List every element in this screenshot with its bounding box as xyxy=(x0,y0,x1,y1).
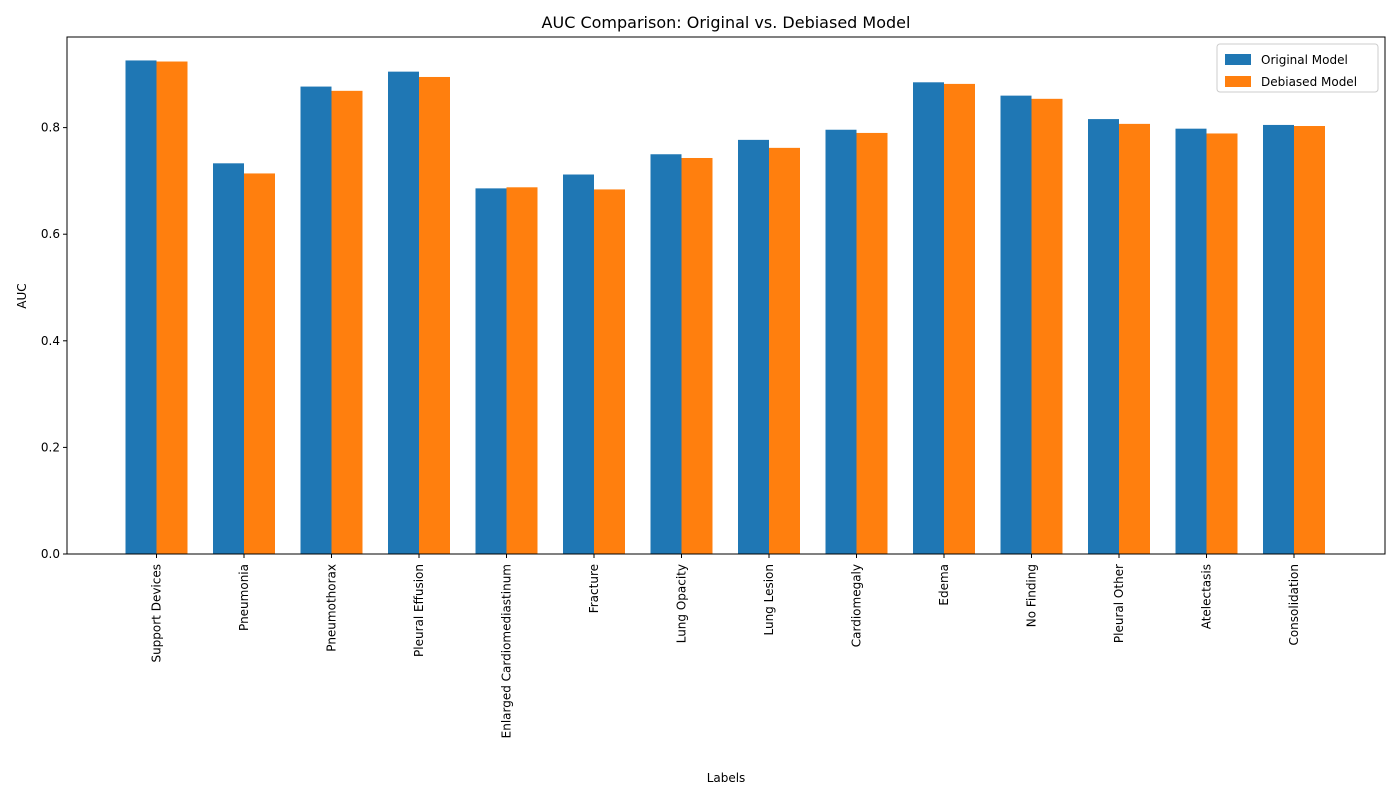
bar-debiased-1 xyxy=(244,173,275,554)
bar-debiased-0 xyxy=(156,61,188,555)
bar-debiased-13 xyxy=(1294,126,1325,554)
bar-debiased-4 xyxy=(506,187,538,554)
x-tick-label: Lung Lesion xyxy=(762,564,776,636)
x-tick-label: Cardiomegaly xyxy=(850,564,864,647)
bar-original-9 xyxy=(913,82,944,554)
bar-original-10 xyxy=(1000,95,1032,554)
legend-box xyxy=(1216,43,1379,93)
x-tick-label: Pneumothorax xyxy=(325,564,339,652)
y-tick-label: 0.0 xyxy=(41,547,60,561)
bar-debiased-12 xyxy=(1206,133,1238,554)
x-tick-label: Atelectasis xyxy=(1200,564,1214,629)
bar-debiased-11 xyxy=(1119,123,1150,554)
bar-original-11 xyxy=(1088,119,1119,554)
bar-original-8 xyxy=(825,129,857,554)
x-tick-label: Enlarged Cardiomediastinum xyxy=(500,564,514,738)
bar-original-0 xyxy=(125,60,157,555)
legend: Original Model Debiased Model xyxy=(1216,43,1379,93)
x-tick-label: Support Devices xyxy=(150,564,164,663)
bar-original-12 xyxy=(1175,128,1207,554)
x-axis-label: Labels xyxy=(707,771,746,785)
bar-debiased-3 xyxy=(419,76,450,554)
bar-original-13 xyxy=(1263,124,1294,554)
bar-original-3 xyxy=(388,71,419,554)
x-tick-label: Edema xyxy=(937,564,951,606)
bar-debiased-7 xyxy=(769,147,800,554)
x-tick-label: Pneumonia xyxy=(237,564,251,631)
x-axis: Support Devices Pneumonia Pneumothorax Pleu… xyxy=(150,554,1301,738)
bar-debiased-8 xyxy=(856,132,888,554)
y-axis: 0.0 0.2 0.4 0.6 0.8 xyxy=(41,121,67,561)
plot-frame xyxy=(66,36,1386,555)
y-tick-label: 0.6 xyxy=(41,227,60,241)
bar-debiased-5 xyxy=(594,189,625,554)
bar-original-1 xyxy=(213,163,244,555)
bar-debiased-2 xyxy=(331,90,363,554)
legend-swatch-original xyxy=(1225,54,1251,65)
y-tick-label: 0.4 xyxy=(41,334,60,348)
chart-title: AUC Comparison: Original vs. Debiased Mo… xyxy=(542,13,911,32)
bar-debiased-9 xyxy=(944,83,975,555)
bar-original-6 xyxy=(650,154,682,554)
y-axis-label: AUC xyxy=(15,283,29,308)
bar-original-4 xyxy=(475,188,507,554)
bar-original-5 xyxy=(563,174,594,554)
x-tick-label: Pleural Other xyxy=(1112,564,1126,643)
x-tick-label: Consolidation xyxy=(1287,564,1301,646)
x-tick-label: Lung Opacity xyxy=(675,564,689,643)
legend-swatch-debiased xyxy=(1225,76,1251,87)
bar-debiased-6 xyxy=(681,157,713,555)
x-tick-label: Pleural Effusion xyxy=(412,564,426,657)
bar-debiased-10 xyxy=(1031,98,1063,554)
bars-group xyxy=(125,60,1325,555)
bar-original-7 xyxy=(738,139,769,554)
y-tick-label: 0.8 xyxy=(41,121,60,135)
legend-label-debiased: Debiased Model xyxy=(1261,75,1357,89)
bar-original-2 xyxy=(300,86,332,554)
x-tick-label: No Finding xyxy=(1025,564,1039,627)
x-tick-label: Fracture xyxy=(587,564,601,613)
legend-label-original: Original Model xyxy=(1261,53,1348,67)
y-tick-label: 0.2 xyxy=(41,440,60,454)
